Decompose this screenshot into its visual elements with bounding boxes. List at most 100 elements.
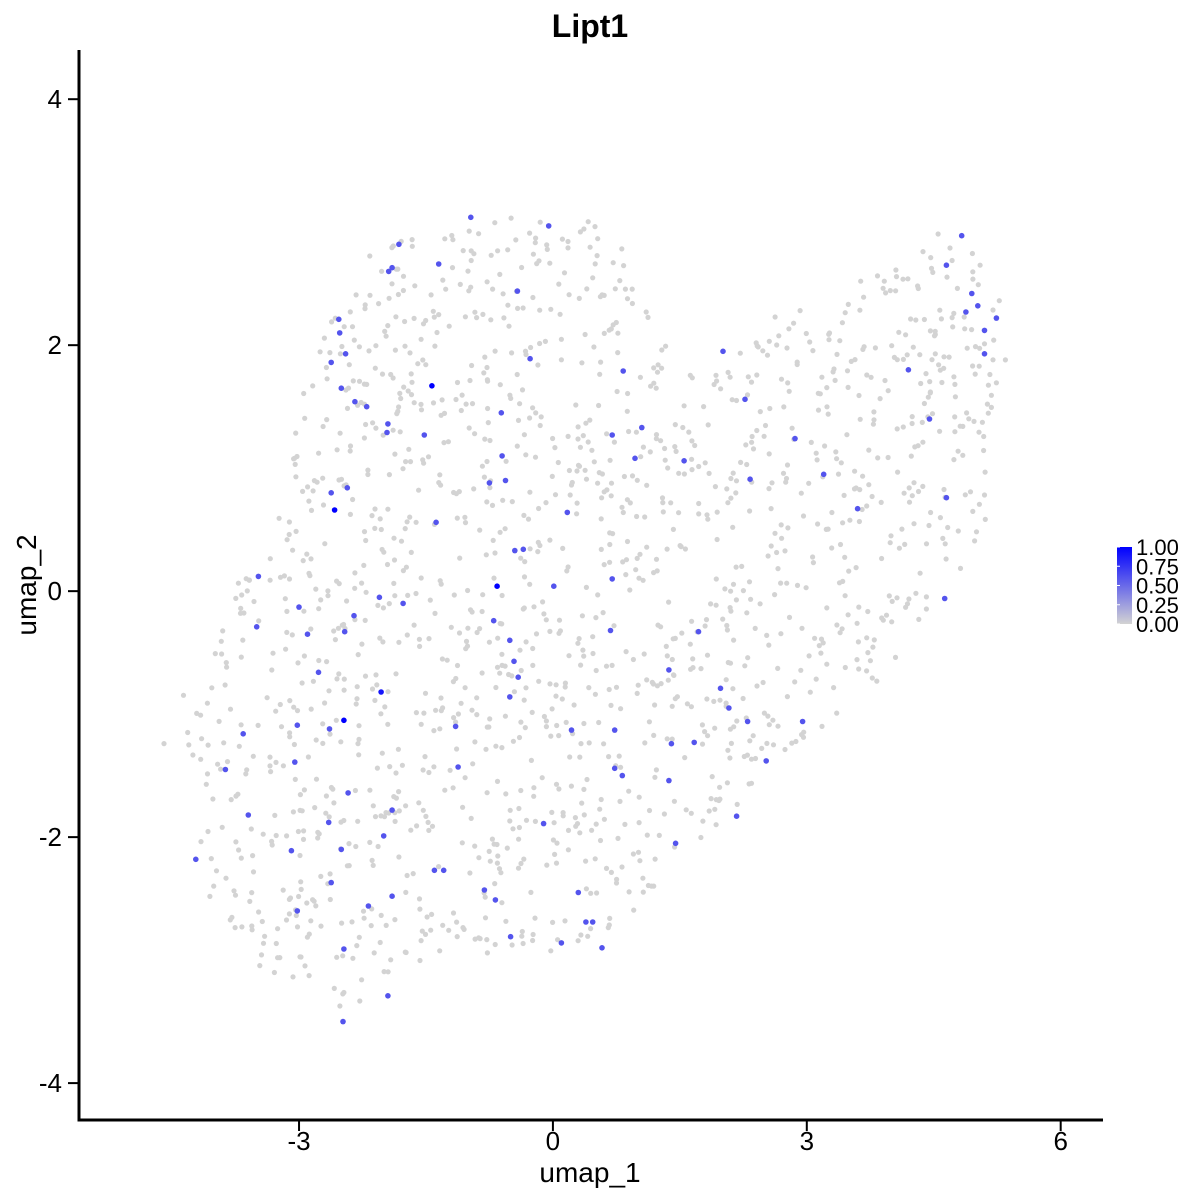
data-point <box>752 625 758 632</box>
data-point <box>839 626 845 632</box>
data-point <box>335 625 341 631</box>
data-point-expressing <box>351 612 357 619</box>
data-point <box>454 515 460 521</box>
data-point <box>339 920 345 926</box>
data-point <box>349 919 355 925</box>
data-point <box>523 685 529 691</box>
data-point-expressing <box>341 946 347 952</box>
data-point <box>531 793 537 799</box>
data-point <box>537 340 543 347</box>
data-point-expressing <box>792 435 798 442</box>
data-point <box>617 798 623 805</box>
data-point <box>901 490 907 496</box>
data-point <box>864 372 870 378</box>
data-point <box>760 348 766 354</box>
data-point <box>703 617 710 623</box>
data-point <box>462 314 468 320</box>
data-point <box>566 292 572 298</box>
data-point <box>216 718 222 725</box>
data-point <box>837 630 843 636</box>
data-point <box>485 405 491 412</box>
data-point <box>704 696 710 702</box>
data-point <box>937 428 943 434</box>
data-point <box>556 733 562 739</box>
data-point <box>554 840 560 846</box>
data-point <box>327 350 333 356</box>
data-point <box>211 883 217 889</box>
data-point <box>754 683 760 689</box>
data-point <box>971 418 977 424</box>
data-point <box>372 506 378 512</box>
data-point <box>341 687 347 693</box>
data-point <box>744 610 750 616</box>
data-point <box>733 397 740 404</box>
data-point <box>714 509 720 515</box>
data-point <box>367 253 373 259</box>
data-point <box>251 598 257 605</box>
data-point <box>532 915 538 921</box>
data-point <box>365 467 371 473</box>
data-point <box>653 556 660 562</box>
data-point <box>374 682 380 688</box>
data-point <box>785 525 791 531</box>
data-point <box>543 500 549 506</box>
data-point <box>792 679 798 685</box>
data-point <box>713 576 719 582</box>
data-point <box>462 520 469 526</box>
data-point-expressing <box>245 812 252 818</box>
data-point <box>655 362 661 368</box>
data-point <box>180 692 187 698</box>
data-point <box>896 545 903 551</box>
data-point <box>894 426 900 432</box>
data-point <box>864 503 870 509</box>
data-point <box>718 386 724 392</box>
data-point <box>553 781 560 787</box>
data-point <box>436 312 442 318</box>
data-point <box>416 487 422 493</box>
data-point <box>448 624 454 630</box>
data-point <box>460 248 466 254</box>
data-point <box>608 702 614 709</box>
data-point <box>982 469 988 475</box>
data-point <box>273 759 279 766</box>
data-point <box>841 492 847 498</box>
data-point <box>578 741 584 747</box>
data-point <box>362 306 368 312</box>
data-point <box>575 424 581 430</box>
data-point <box>874 273 881 279</box>
data-point <box>560 810 566 816</box>
data-point <box>662 445 668 452</box>
data-point <box>464 643 471 649</box>
data-point <box>433 707 439 713</box>
data-point <box>356 723 362 729</box>
data-point <box>749 433 755 440</box>
data-point <box>921 316 928 323</box>
data-point <box>484 950 490 956</box>
data-point <box>391 580 397 587</box>
data-point <box>725 747 731 753</box>
data-point <box>364 381 370 387</box>
data-point <box>621 263 627 269</box>
data-point <box>384 561 391 568</box>
data-point <box>521 605 527 611</box>
data-point <box>208 856 214 862</box>
data-point <box>791 320 797 326</box>
data-point <box>618 706 624 712</box>
data-point <box>466 228 472 234</box>
data-point <box>550 837 557 843</box>
data-point <box>952 414 958 420</box>
data-point <box>337 351 343 357</box>
data-point <box>292 776 298 783</box>
data-point <box>359 977 365 983</box>
data-point <box>361 435 367 441</box>
data-point <box>249 923 255 929</box>
data-point <box>420 767 426 773</box>
data-point <box>941 354 947 360</box>
data-point <box>622 286 629 292</box>
data-point <box>517 647 523 653</box>
data-point <box>482 894 488 900</box>
data-point <box>636 575 642 581</box>
data-point <box>857 416 863 422</box>
data-point <box>222 682 228 688</box>
data-point <box>930 269 936 275</box>
